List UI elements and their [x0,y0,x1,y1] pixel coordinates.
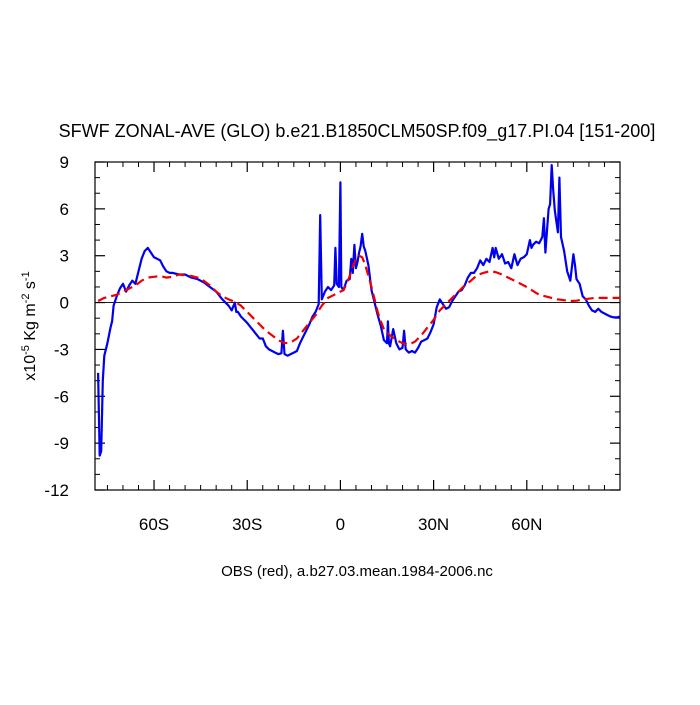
y-label-unit-mid: s [22,281,39,293]
x-axis: 60S 30S 0 30N 60N [139,162,542,534]
y-axis: 9 6 3 0 -3 -6 -9 -12 [44,153,620,500]
y-tick-label: 3 [60,247,69,266]
series-line-obs-red [97,254,620,346]
series-lines [97,164,620,457]
y-label-unit-exp2: -1 [20,271,32,281]
y-tick-label: -9 [54,434,69,453]
x-tick-label: 60S [139,515,169,534]
y-axis-label: x10-5 Kg m-2 s-1 [20,271,39,380]
y-tick-label: 0 [60,294,69,313]
y-label-prefix: x10 [22,355,39,381]
x-tick-label: 0 [336,515,345,534]
y-tick-label: -12 [44,481,69,500]
chart-footer-note: OBS (red), a.b27.03.mean.1984-2006.nc [221,563,493,580]
y-label-unit-exp1: -2 [20,294,32,304]
y-label-unit-main: Kg m [22,303,39,345]
y-tick-label: 6 [60,200,69,219]
y-tick-label: 9 [60,153,69,172]
y-tick-label: -6 [54,387,69,406]
minor-ticks [95,162,621,490]
x-tick-label: 30S [232,515,262,534]
chart-title: SFWF ZONAL-AVE (GLO) b.e21.B1850CLM50SP.… [59,121,656,142]
y-label-exponent: -5 [20,345,32,355]
plot-frame [94,161,621,491]
series-line-model-blue [97,164,620,457]
y-tick-label: -3 [54,340,69,359]
x-tick-label: 30N [418,515,449,534]
x-tick-label: 60N [511,515,542,534]
